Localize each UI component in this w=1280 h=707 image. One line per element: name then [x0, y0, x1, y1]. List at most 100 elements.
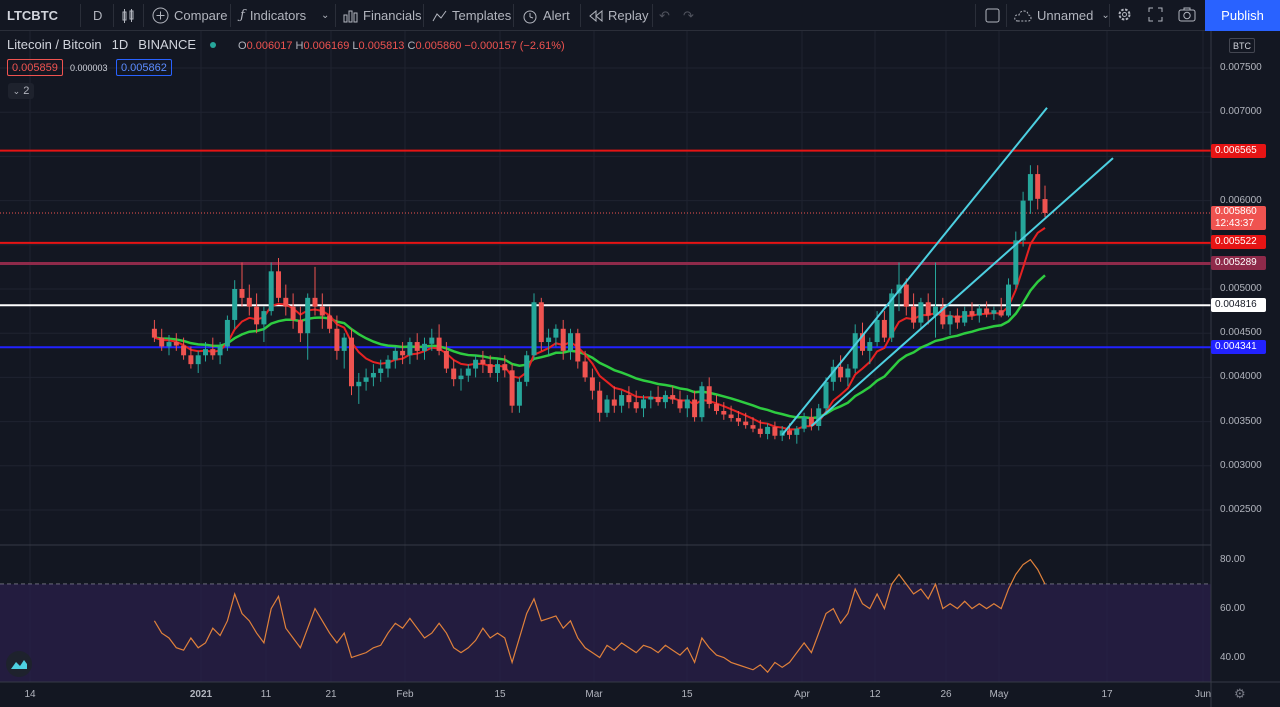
- fullscreen-button[interactable]: [1148, 0, 1163, 31]
- price-label-text: 0.005522: [1215, 236, 1257, 247]
- divider: [80, 4, 81, 27]
- candle: [276, 258, 281, 303]
- publish-label: Publish: [1221, 8, 1264, 23]
- alert-label: Alert: [543, 8, 570, 23]
- candle: [422, 337, 427, 360]
- symbol-search-button[interactable]: LTCBTC: [7, 0, 58, 31]
- candle: [224, 315, 230, 351]
- candle-body: [670, 395, 676, 400]
- candle-body: [918, 302, 924, 323]
- candle: [1035, 165, 1041, 210]
- ask-price: 0.005862: [121, 61, 167, 74]
- sell-price-box[interactable]: 0.005859: [7, 59, 63, 76]
- time-tick: Apr: [794, 689, 810, 700]
- candle: [261, 306, 267, 343]
- publish-button[interactable]: Publish: [1205, 0, 1280, 31]
- currency-button[interactable]: BTC: [1229, 38, 1255, 53]
- candle: [845, 364, 851, 387]
- candle: [765, 423, 771, 440]
- candle-body: [407, 342, 413, 356]
- candle: [735, 410, 741, 427]
- candle-body: [1020, 200, 1026, 241]
- candle: [254, 293, 260, 334]
- candle-body: [991, 310, 997, 314]
- indicators-templates-dropdown[interactable]: ⌄: [321, 0, 329, 31]
- candle-body: [400, 350, 406, 356]
- candle-body: [327, 315, 333, 329]
- rsi-tick: 80.00: [1220, 553, 1246, 565]
- candle: [896, 262, 902, 312]
- candle: [670, 386, 676, 404]
- ohlc-low: 0.005813: [358, 40, 405, 52]
- compare-button[interactable]: Compare: [152, 0, 227, 31]
- layout-select-button[interactable]: [985, 0, 1005, 31]
- time-tick: 14: [24, 689, 36, 700]
- candle: [400, 342, 406, 365]
- candle-body: [1006, 284, 1011, 316]
- candle-body: [524, 355, 530, 382]
- financials-button[interactable]: Financials: [343, 0, 422, 31]
- divider: [335, 4, 336, 27]
- bar-chart-icon: [343, 9, 358, 23]
- ohlc-high-key: H: [295, 40, 304, 52]
- price-tick: 0.003000: [1220, 459, 1262, 471]
- candle-body: [976, 308, 982, 316]
- templates-button[interactable]: Templates: [432, 0, 511, 31]
- undo-button[interactable]: ↶: [659, 0, 670, 31]
- candle-body: [984, 308, 990, 314]
- candle: [947, 311, 953, 335]
- candle: [684, 395, 690, 418]
- candle: [407, 337, 413, 365]
- indicators-button[interactable]: ƒ Indicators: [240, 0, 306, 31]
- candle: [940, 297, 946, 329]
- chart-canvas[interactable]: [0, 31, 1280, 707]
- candle-body: [239, 289, 245, 298]
- chart-style-button[interactable]: [120, 0, 141, 31]
- candle-body: [677, 399, 683, 409]
- indicators-toggle[interactable]: ⌄ 2: [8, 83, 34, 99]
- candle-body: [1027, 174, 1033, 201]
- tradingview-logo[interactable]: [6, 651, 32, 677]
- time-axis-settings[interactable]: ⚙: [1234, 686, 1246, 702]
- candle: [706, 377, 712, 409]
- candle: [969, 302, 975, 320]
- redo-button[interactable]: ↷: [683, 0, 694, 31]
- replay-button[interactable]: Replay: [589, 0, 648, 31]
- settings-button[interactable]: [1116, 0, 1133, 31]
- candle-body: [560, 328, 566, 351]
- candle-body: [611, 399, 617, 406]
- candle: [633, 390, 639, 413]
- candle: [597, 381, 603, 422]
- candle-body: [276, 271, 281, 298]
- candle: [1042, 185, 1048, 218]
- candle: [334, 315, 340, 360]
- interval-button[interactable]: D: [93, 0, 102, 31]
- candle-body: [838, 366, 844, 378]
- camera-icon: [1178, 7, 1196, 25]
- time-tick: Mar: [585, 689, 603, 700]
- candle-body: [246, 297, 252, 307]
- layout-name-button[interactable]: Unnamed ⌄: [1014, 0, 1110, 31]
- candle: [458, 368, 464, 391]
- buy-price-box[interactable]: 0.005862: [116, 59, 172, 76]
- candle-body: [735, 418, 741, 422]
- candle-body: [553, 328, 559, 338]
- time-tick: 21: [325, 689, 337, 700]
- symbol-legend: Litecoin / Bitcoin 1D BINANCE: [7, 37, 217, 52]
- candle: [283, 284, 289, 316]
- price-tick: 0.007500: [1220, 62, 1262, 73]
- candle: [239, 262, 245, 307]
- alert-button[interactable]: Alert: [522, 0, 570, 31]
- candle: [305, 293, 311, 360]
- divider: [113, 4, 114, 27]
- candle-body: [597, 390, 603, 413]
- candle-body: [889, 293, 895, 338]
- candle-body: [305, 297, 311, 334]
- undo-icon: ↶: [659, 7, 670, 23]
- candle: [976, 304, 982, 323]
- candle: [524, 350, 530, 387]
- candle-body: [940, 306, 946, 325]
- spread-box: 0.000003: [66, 59, 112, 76]
- snapshot-button[interactable]: [1178, 0, 1196, 31]
- pair-name[interactable]: Litecoin / Bitcoin: [7, 37, 102, 52]
